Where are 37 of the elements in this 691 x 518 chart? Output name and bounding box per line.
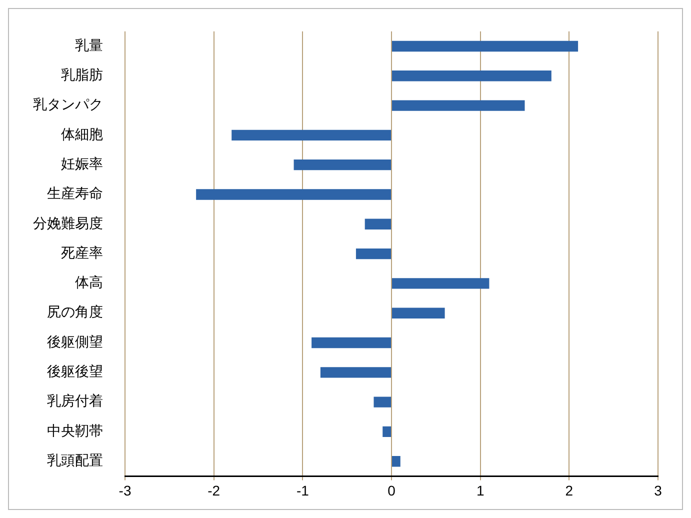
y-tick-label: 分娩難易度	[33, 216, 103, 232]
y-tick-label: 乳房付着	[47, 394, 103, 410]
x-tick-label: -2	[208, 482, 220, 498]
x-tick-label: 3	[654, 482, 662, 498]
y-tick-label: 後躯後望	[47, 364, 103, 380]
bar	[392, 70, 552, 82]
y-tick-label: 死産率	[61, 245, 103, 262]
x-tick-label: -3	[118, 482, 132, 498]
y-tick-label: 後躯側望	[47, 334, 103, 350]
bar	[374, 396, 391, 408]
bar	[356, 248, 391, 260]
bar	[392, 100, 525, 111]
bar	[196, 189, 391, 200]
bar	[382, 426, 391, 438]
bar	[392, 308, 445, 318]
bar	[294, 160, 391, 170]
x-tick-label: 1	[476, 482, 484, 498]
y-tick-label: 生産寿命	[47, 186, 103, 202]
x-tick-label: -1	[296, 482, 310, 498]
bar	[232, 130, 391, 141]
y-tick-label: 妊娠率	[61, 156, 103, 172]
bar	[392, 40, 578, 52]
x-tick-label: 0	[388, 482, 396, 498]
y-tick-label: 乳量	[75, 38, 103, 54]
y-tick-label: 乳タンパク	[33, 97, 103, 114]
y-tick-label: 中央靭帯	[47, 423, 103, 440]
bar	[312, 337, 391, 348]
bar	[320, 367, 391, 378]
y-tick-label: 体細胞	[61, 126, 103, 143]
bar	[392, 278, 490, 289]
bar	[364, 218, 391, 230]
y-tick-label: 体高	[75, 275, 103, 292]
y-tick-label: 尻の角度	[47, 304, 103, 321]
x-tick-label: 2	[565, 482, 574, 498]
bar	[392, 456, 400, 467]
y-tick-label: 乳頭配置	[47, 453, 103, 470]
y-tick-label: 乳脂肪	[61, 68, 103, 84]
